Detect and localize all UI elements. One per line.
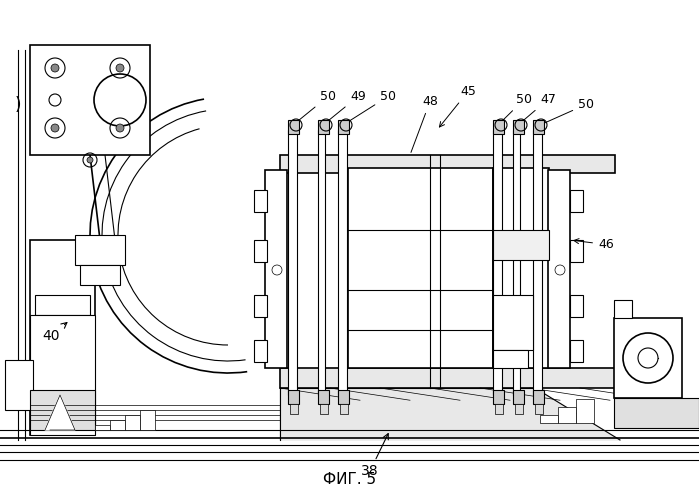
Text: 49: 49	[325, 90, 366, 123]
Text: 47: 47	[520, 93, 556, 123]
Bar	[533, 390, 544, 404]
Bar	[288, 390, 299, 404]
Bar	[320, 404, 328, 414]
Bar	[533, 130, 542, 395]
Text: ФИГ. 5: ФИГ. 5	[324, 472, 377, 487]
Bar	[30, 390, 95, 430]
Bar	[5, 360, 33, 410]
Bar	[570, 190, 583, 212]
Bar	[280, 155, 615, 173]
Bar	[570, 295, 583, 317]
Text: 48: 48	[411, 95, 438, 153]
Bar	[140, 410, 155, 430]
Bar	[35, 295, 90, 315]
Polygon shape	[280, 388, 620, 440]
Bar	[290, 404, 298, 414]
Bar	[493, 230, 549, 260]
Bar	[75, 235, 125, 265]
Text: 45: 45	[440, 85, 476, 127]
Polygon shape	[45, 395, 75, 430]
Bar	[570, 340, 583, 362]
Circle shape	[638, 348, 658, 368]
Bar	[265, 170, 287, 368]
Bar	[495, 404, 503, 414]
Text: 50: 50	[500, 93, 532, 123]
Bar	[254, 240, 267, 262]
Bar	[30, 240, 95, 435]
Circle shape	[51, 64, 59, 72]
Text: 40: 40	[42, 323, 67, 343]
Text: 50: 50	[345, 90, 396, 124]
Bar	[254, 295, 267, 317]
Bar	[338, 130, 347, 395]
Bar	[513, 130, 520, 395]
Bar	[533, 120, 544, 134]
Bar	[540, 415, 558, 423]
Bar	[493, 130, 502, 395]
Bar	[493, 168, 549, 368]
Text: 50: 50	[542, 98, 594, 124]
Text: ): )	[15, 96, 22, 114]
Bar	[338, 120, 349, 134]
Bar	[280, 368, 615, 388]
Bar	[80, 265, 120, 285]
Bar	[348, 168, 493, 368]
Bar	[493, 390, 504, 404]
Bar	[513, 120, 524, 134]
Bar	[535, 404, 543, 414]
Circle shape	[116, 64, 124, 72]
Bar	[110, 420, 125, 430]
Text: 46: 46	[574, 238, 614, 251]
Bar	[614, 318, 682, 398]
Circle shape	[87, 157, 93, 163]
Bar	[513, 390, 524, 404]
Bar	[493, 295, 533, 350]
Bar	[493, 350, 528, 368]
Bar	[548, 170, 570, 368]
Bar	[95, 425, 110, 430]
Bar	[558, 407, 576, 423]
Bar	[254, 190, 267, 212]
Bar	[614, 398, 699, 428]
Bar	[30, 45, 150, 155]
Bar	[125, 415, 140, 430]
Bar	[338, 390, 349, 404]
Bar	[340, 404, 348, 414]
Bar	[318, 130, 325, 395]
Text: 38: 38	[361, 433, 389, 478]
Circle shape	[51, 124, 59, 132]
Bar	[576, 399, 594, 423]
Bar	[288, 120, 299, 134]
Bar	[318, 120, 329, 134]
Bar	[515, 404, 523, 414]
Text: 50: 50	[295, 90, 336, 123]
Circle shape	[116, 124, 124, 132]
Bar	[30, 315, 95, 435]
Bar	[570, 240, 583, 262]
Bar	[254, 340, 267, 362]
Bar	[493, 120, 504, 134]
Bar	[318, 390, 329, 404]
Bar	[614, 300, 632, 318]
Bar	[288, 130, 297, 395]
